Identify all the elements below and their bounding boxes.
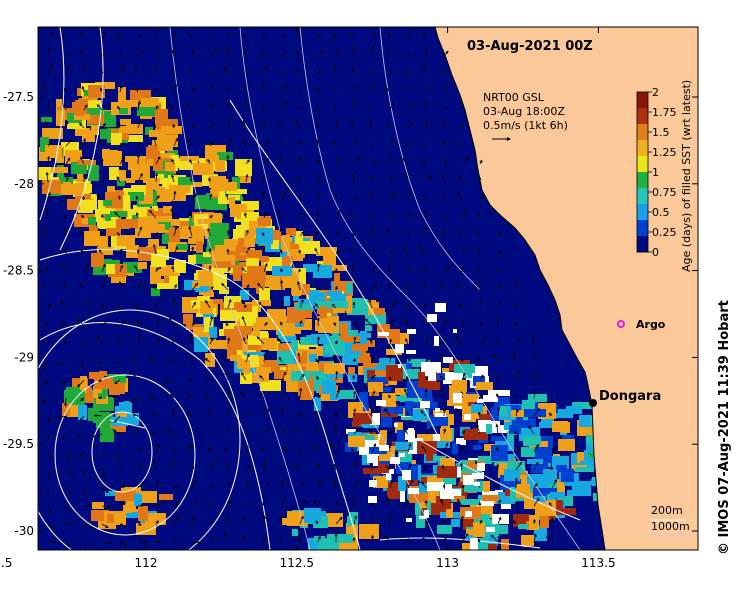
- colorbar-swatch: [637, 124, 648, 141]
- current-legend: NRT00 GSL 03-Aug 18:00Z 0.5m/s (1kt 6h): [483, 91, 568, 141]
- colorbar-tick-label: 1.75: [652, 106, 677, 119]
- colorbar: 0 0.25 0.5 0.75 1 1.25 1.5 1.75 2 Age (days) of …: [636, 80, 693, 272]
- coastline: [434, 27, 606, 550]
- colorbar-tick-label: 0.75: [652, 186, 677, 199]
- dongara-location[interactable]: Dongara: [589, 389, 661, 407]
- missing-data-gaps: [368, 303, 485, 522]
- svg-text:200m: 200m: [651, 504, 683, 517]
- y-tick-label: -28.5: [3, 264, 34, 278]
- colorbar-swatch: [637, 188, 648, 205]
- credit-text: © IMOS 07-Aug-2021 11:39 Hobart: [717, 300, 732, 555]
- colorbar-tick-label: 0.5: [652, 206, 670, 219]
- x-tick-label: 113: [436, 556, 459, 570]
- y-axis: -27.5 -28 -28.5 -29 -29.5 -30: [3, 90, 698, 538]
- svg-text:1000m: 1000m: [651, 520, 690, 533]
- argo-label: Argo: [636, 318, 666, 331]
- colorbar-swatch: [637, 172, 648, 189]
- map-title: 03-Aug-2021 00Z: [467, 39, 593, 54]
- svg-text:03-Aug 18:00Z: 03-Aug 18:00Z: [483, 105, 565, 118]
- colorbar-swatch: [637, 156, 648, 173]
- colorbar-tick-label: 1.5: [652, 126, 670, 139]
- sst-age-field: [38, 82, 624, 550]
- colorbar-swatch: [637, 140, 648, 157]
- svg-text:NRT00 GSL: NRT00 GSL: [483, 91, 545, 104]
- colorbar-title: Age (days) of filled SST (wrt latest): [680, 80, 693, 272]
- y-tick-label: -27.5: [3, 90, 34, 104]
- y-tick-label: -29.5: [3, 437, 34, 451]
- colorbar-swatch: [637, 236, 648, 253]
- colorbar-swatch: [637, 220, 648, 237]
- colorbar-swatch: [637, 108, 648, 125]
- x-tick-label: 113.5: [581, 556, 615, 570]
- colorbar-tick-label: 0: [652, 246, 659, 259]
- svg-text:0.5m/s (1kt 6h): 0.5m/s (1kt 6h): [483, 119, 568, 132]
- y-tick-label: -30: [14, 524, 34, 538]
- x-tick-label: 112: [135, 556, 158, 570]
- argo-float[interactable]: Argo: [617, 318, 666, 331]
- australia-land: [435, 27, 698, 550]
- depth-contour-legend: 200m 1000m: [651, 504, 690, 536]
- dongara-label: Dongara: [599, 389, 661, 404]
- x-tick-label: 111.5: [0, 556, 12, 570]
- colorbar-swatch: [637, 204, 648, 221]
- x-tick-label: 114: [738, 556, 739, 570]
- y-tick-label: -29: [14, 350, 34, 364]
- colorbar-tick-label: 0.25: [652, 226, 677, 239]
- colorbar-tick-label: 2: [652, 86, 659, 99]
- colorbar-swatch: [637, 92, 648, 109]
- y-tick-label: -28: [14, 177, 34, 191]
- colorbar-tick-label: 1: [652, 166, 659, 179]
- x-tick-label: 112.5: [280, 556, 314, 570]
- current-vectors: [41, 29, 557, 547]
- plot-frame: [37, 26, 699, 551]
- sea-level-contours: [38, 27, 581, 550]
- colorbar-tick-label: 1.25: [652, 146, 677, 159]
